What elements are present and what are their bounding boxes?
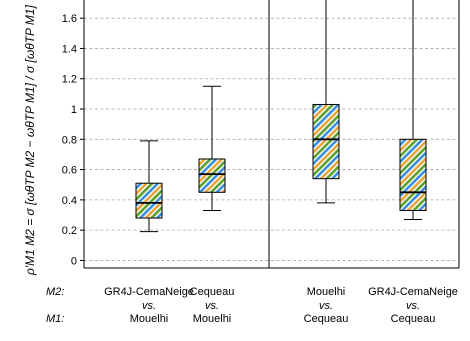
group-m2-label: Cequeau xyxy=(190,286,235,298)
group-m2-label: GR4J-CemaNeige xyxy=(104,286,194,298)
y-tick-label: 1.6 xyxy=(62,13,77,25)
y-tick-label: 0.2 xyxy=(62,225,77,237)
group-vs-label: vs. xyxy=(319,300,333,312)
y-tick-label: 0.6 xyxy=(62,165,77,177)
group-m1-label: Mouelhi xyxy=(193,313,232,325)
y-tick-label: 1.4 xyxy=(62,43,77,55)
y-tick-label: 0.8 xyxy=(62,134,77,146)
group-m1-label: Mouelhi xyxy=(130,313,169,325)
group-m2-label: GR4J-CemaNeige xyxy=(368,286,458,298)
y-tick-label: 0 xyxy=(71,255,77,267)
box-iqr xyxy=(312,103,340,180)
group-vs-label: vs. xyxy=(406,300,420,312)
y-axis-label: ρ′M1 M2 = σ [ωθTP M2 − ωθTP M1] / σ [ωθT… xyxy=(23,4,37,276)
labels-layer: 0 0.2 0.4 0.6 0.8 1 1.2 1.4 1.6 GR4J-CemaNeige vs.… xyxy=(23,4,458,325)
axes-layer xyxy=(80,0,460,269)
group-m1-label: Cequeau xyxy=(304,313,349,325)
box-iqr xyxy=(135,182,163,219)
group-vs-label: vs. xyxy=(205,300,219,312)
boxes-layer xyxy=(135,0,427,233)
box-iqr xyxy=(198,158,226,193)
group-m1-label: Cequeau xyxy=(391,313,436,325)
group-vs-label: vs. xyxy=(142,300,156,312)
grid-lines xyxy=(84,17,459,261)
row-label-m2: M2: xyxy=(46,286,64,298)
box-iqr xyxy=(399,138,427,211)
row-label-m1: M1: xyxy=(46,313,64,325)
y-tick-label: 0.4 xyxy=(62,195,77,207)
group-m2-label: Mouelhi xyxy=(307,286,346,298)
y-tick-label: 1 xyxy=(71,104,77,116)
y-tick-label: 1.2 xyxy=(62,74,77,86)
